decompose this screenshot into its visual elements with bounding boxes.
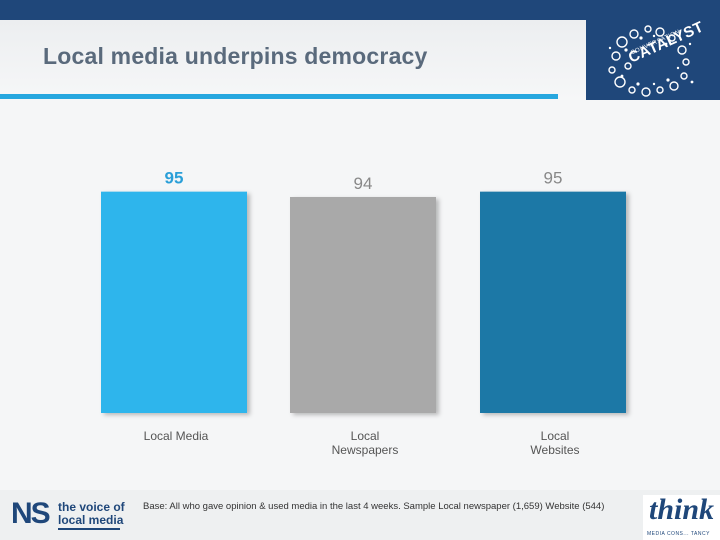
chart-area: 95 Local Media 94 Local Newspapers 95 Local Web…	[0, 100, 720, 490]
category-label-local-newspapers: Local Newspapers	[332, 429, 399, 457]
bar-local-websites	[480, 191, 626, 413]
think-logo-tagline: MEDIA CONS... TANCY	[647, 531, 710, 537]
think-logo-word: think	[649, 493, 715, 526]
bar-local-media	[101, 191, 247, 413]
bar-chart: 95 Local Media 94 Local Newspapers 95 Local Web…	[101, 169, 626, 457]
footer-band	[0, 490, 720, 540]
value-label-local-websites: 95	[544, 169, 563, 188]
value-label-local-media: 95	[165, 169, 184, 188]
catalyst-gear-icon	[608, 25, 694, 97]
slide-title: Local media underpins democracy	[43, 43, 428, 69]
ns-logo-underline	[58, 528, 120, 530]
ns-logo-line2: local media	[58, 513, 124, 527]
ns-logo: NS the voice of local media	[8, 497, 125, 533]
ns-logo-mark: NS	[11, 497, 51, 530]
base-footnote: Base: All who gave opinion & used media …	[143, 501, 605, 512]
header-band	[0, 20, 586, 100]
conversation-catalyst-logo: CONVERSATION CATALYST	[586, 18, 720, 100]
top-bar	[0, 0, 720, 20]
value-label-local-newspapers: 94	[354, 174, 373, 193]
category-label-local-media: Local Media	[144, 429, 209, 443]
bar-local-newspapers	[290, 196, 436, 413]
think-logo: think MEDIA CONS... TANCY	[643, 493, 720, 540]
category-label-local-websites: Local Websites	[530, 429, 579, 457]
title-rule	[0, 94, 558, 99]
ns-logo-line1: the voice of	[58, 500, 125, 514]
